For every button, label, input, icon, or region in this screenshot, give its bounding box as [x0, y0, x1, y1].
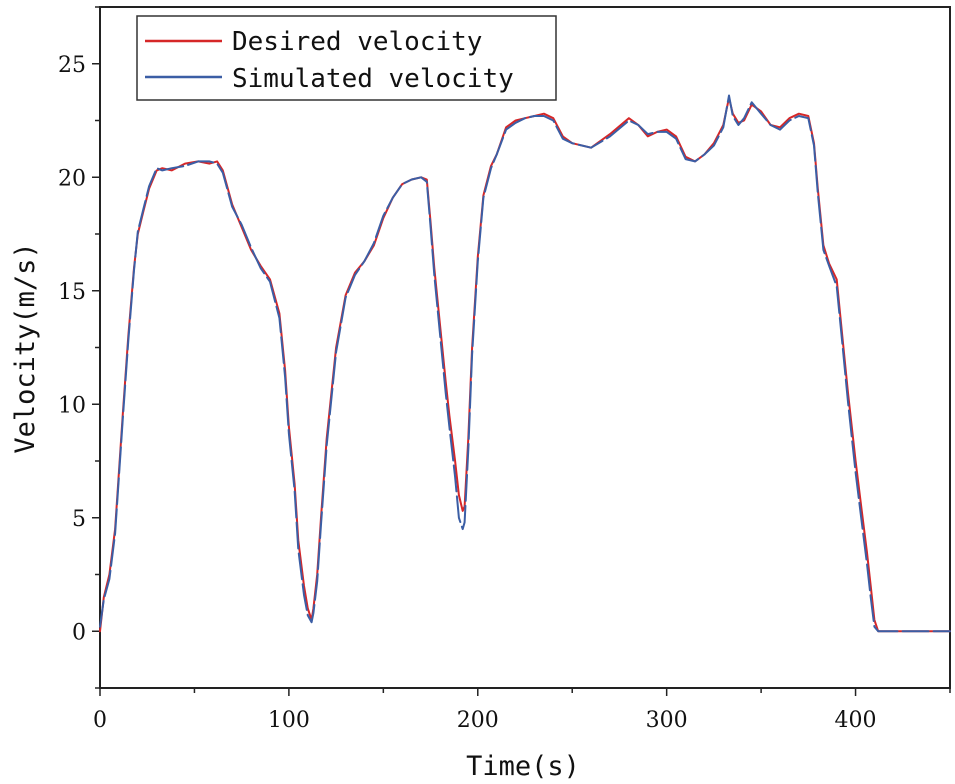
series-line-simulated	[99, 94, 951, 633]
y-tick-label: 15	[58, 280, 86, 305]
x-tick-label: 400	[835, 708, 877, 733]
y-tick-label: 25	[58, 53, 86, 78]
y-tick-label: 0	[72, 620, 86, 645]
x-tick-label: 100	[268, 708, 310, 733]
series-layer	[99, 94, 951, 633]
legend-label-desired: Desired velocity	[232, 27, 482, 57]
series-line-desired	[99, 96, 951, 633]
axis-tick-labels: 0 100 200 300 400 0 5 10 15 20 25	[58, 53, 877, 733]
y-tick-label: 5	[72, 507, 86, 532]
legend: Desired velocity Simulated velocity	[136, 15, 557, 101]
x-tick-label: 300	[646, 708, 688, 733]
y-tick-label: 20	[58, 166, 86, 191]
y-tick-label: 10	[58, 393, 86, 418]
plot-frame	[99, 6, 951, 689]
axis-ticks	[92, 6, 951, 696]
x-tick-label: 0	[93, 708, 107, 733]
legend-box	[136, 15, 557, 101]
y-axis-title: Velocity(m/s)	[10, 242, 41, 453]
x-tick-label: 200	[457, 708, 499, 733]
legend-label-simulated: Simulated velocity	[232, 64, 514, 94]
x-axis-title: Time(s)	[466, 751, 580, 782]
